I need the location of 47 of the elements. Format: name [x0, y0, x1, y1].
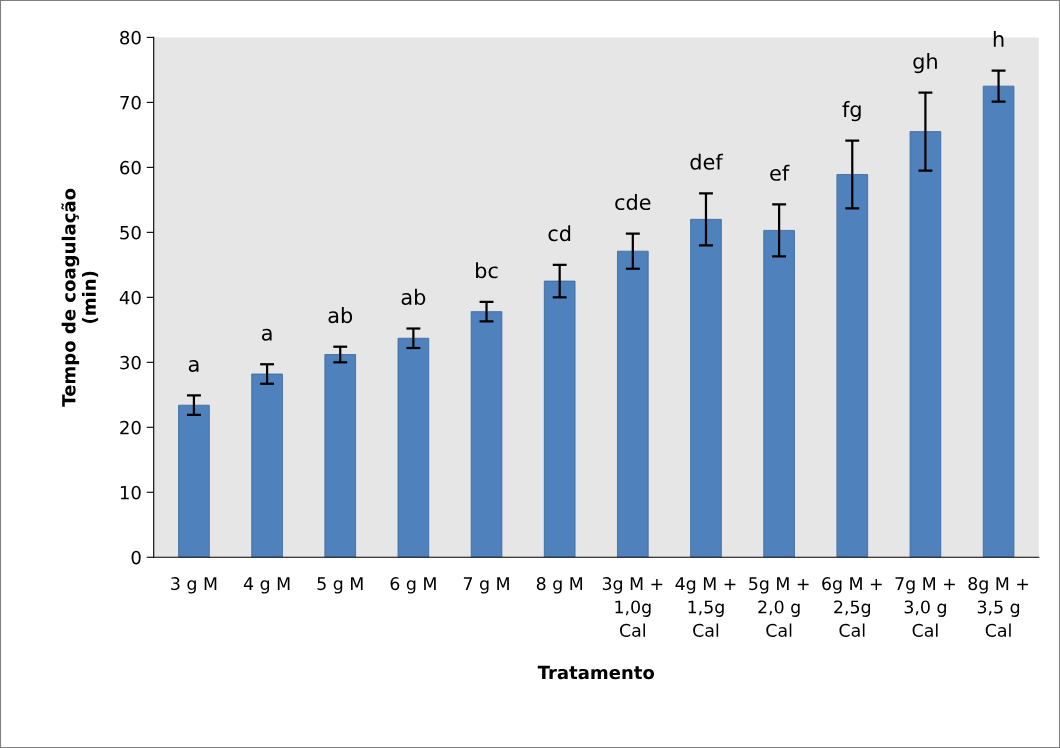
y-tick-label: 0 [131, 550, 141, 565]
x-tick-label: 5g M + 2,0 g Cal [749, 577, 809, 637]
annotation: def [690, 153, 724, 170]
annotation: a [188, 359, 199, 372]
y-tick-label: 70 [120, 95, 141, 110]
bar [763, 229, 795, 558]
y-tick-label: 50 [120, 225, 141, 240]
bar [470, 311, 503, 558]
bar [397, 337, 430, 558]
y-tick-label: 10 [120, 485, 141, 500]
x-tick-label: 6g M + 2,5g Cal [822, 577, 882, 637]
bar [251, 373, 283, 558]
bar [324, 354, 357, 558]
x-tick-label: 8 g M [536, 577, 583, 594]
x-tick-label: 6 g M [390, 577, 436, 594]
annotation: ef [770, 164, 790, 181]
annotation: cd [548, 225, 571, 242]
x-tick-label: 3g M + 1,0g Cal [602, 577, 663, 637]
bar [543, 280, 576, 558]
y-axis-title: Tempo de coagulação (min) [61, 188, 99, 407]
x-tick-label: 5 g M [317, 577, 363, 594]
bar [617, 250, 649, 558]
y-tick-label: 80 [120, 30, 141, 45]
x-tick-label: 3 g M [171, 577, 217, 594]
y-tick-label: 40 [119, 290, 141, 305]
annotation: fg [842, 101, 861, 122]
annotation: cde [615, 193, 651, 211]
annotation: ab [401, 288, 426, 305]
y-tick-label: 60 [120, 160, 141, 175]
annotation: gh [913, 52, 937, 74]
annotation: h [993, 30, 1004, 47]
bar [982, 85, 1015, 558]
bar [178, 404, 210, 558]
annotation: ab [328, 307, 353, 324]
bar [690, 218, 722, 558]
y-tick-label: 20 [120, 420, 141, 435]
y-tick-label: 30 [120, 355, 141, 370]
x-axis-title: Tratamento [537, 665, 655, 680]
x-tick-label: 4 g M [243, 577, 290, 594]
annotation: a [261, 328, 272, 341]
x-tick-label: 4g M + 1,5g Cal [675, 577, 736, 637]
x-tick-label: 7 g M [463, 577, 509, 594]
bar [909, 131, 942, 558]
x-tick-label: 7g M + 3,0 g Cal [895, 577, 955, 637]
bar [836, 174, 869, 558]
annotation: bc [476, 262, 498, 279]
x-tick-label: 8g M + 3,5 g Cal [968, 577, 1029, 637]
